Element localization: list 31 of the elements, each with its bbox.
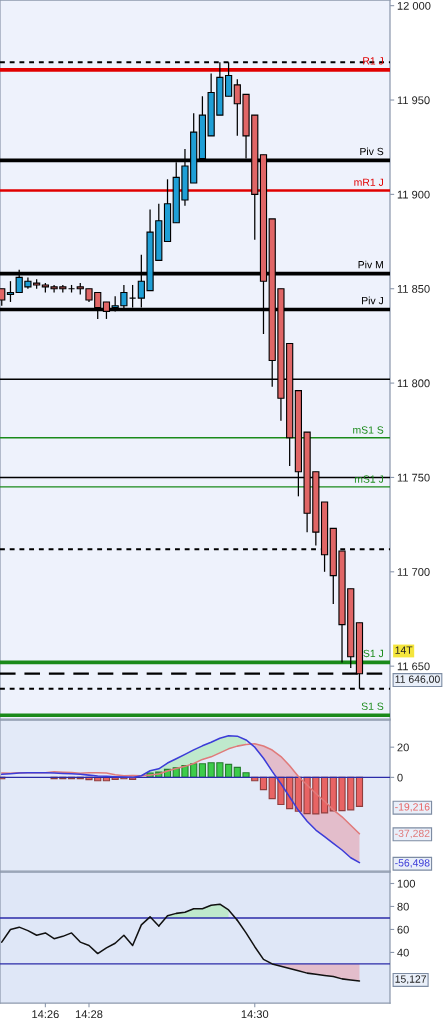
ref-line-label: R1 J [363,57,383,65]
ref-line-label: Piv S [360,147,384,156]
y-tick-label: 11 850 [397,285,430,293]
text: -56,498 [395,859,430,868]
y-tick-label: 20 [397,743,409,752]
y-tick-label: 0 [397,773,403,782]
ref-line-label: S1 J [363,649,383,658]
ref-line-label: Piv J [362,296,383,305]
text: 15,127 [395,975,427,984]
y-tick-label: 11 750 [397,473,430,482]
ref-line-label: S1 S [361,702,384,710]
y-tick-label: 40 [397,948,409,957]
y-tick-label: 11 800 [397,379,430,388]
text: -19,216 [395,803,430,812]
text: 14T [395,646,413,654]
ref-line-label: mR1 J [354,178,383,186]
x-tick-label: 14:30 [241,1010,269,1019]
y-tick-label: 80 [397,902,409,911]
y-tick-label: 100 [397,879,416,888]
y-tick-label: 11 900 [397,190,430,199]
y-tick-label: 11 650 [397,662,430,671]
y-tick-label: 60 [397,925,409,934]
ref-line-label: mS1 S [353,426,384,434]
x-tick-label: 14:28 [75,1010,103,1019]
text: -37,282 [395,829,430,839]
text: 11 646,00 [395,675,440,685]
x-tick-label: 14:26 [32,1010,59,1019]
ref-line-label: Piv M [358,260,383,269]
y-tick-label: 11 700 [397,568,430,576]
y-tick-label: 11 950 [397,96,430,105]
y-tick-label: 12 000 [397,1,431,10]
